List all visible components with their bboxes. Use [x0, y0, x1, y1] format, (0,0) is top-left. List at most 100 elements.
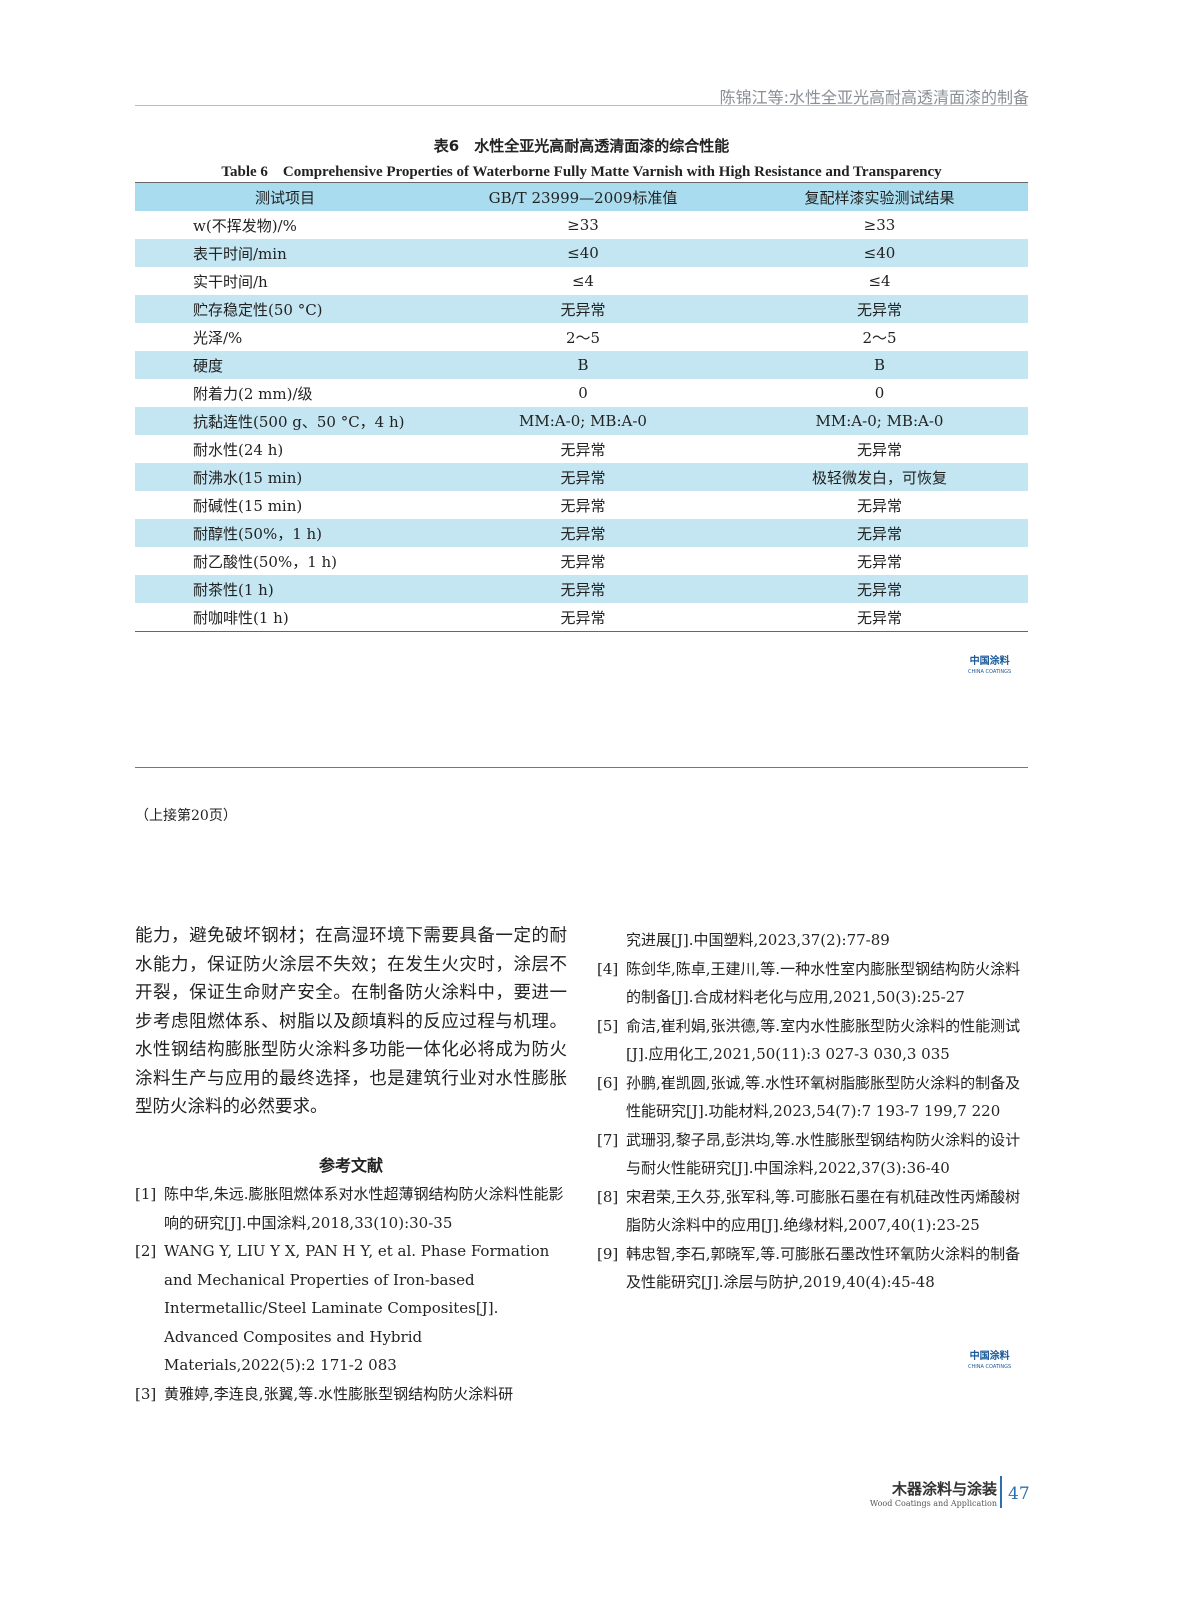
table-cell: B: [731, 351, 1028, 379]
table-cell: 无异常: [731, 575, 1028, 603]
running-head: 陈锦江等:水性全亚光高耐高透清面漆的制备: [719, 88, 1029, 107]
table-cell: ≤40: [435, 239, 731, 267]
table-row: 表干时间/min ≤40 ≤40: [135, 239, 1028, 267]
table-row: 附着力(2 mm)/级 0 0: [135, 379, 1028, 407]
table-cell: 贮存稳定性(50 °C): [135, 295, 435, 323]
table-cell: 无异常: [560, 608, 606, 627]
table-cell: 耐醇性(50%，1 h): [135, 519, 435, 547]
properties-table: 测试项目 GB/T 23999—2009标准值 复配样漆实验测试结果 w(不挥发…: [135, 182, 1028, 632]
reference-text: 宋君荣,王久芬,张军科,等.可膨胀石墨在有机硅改性丙烯酸树脂防火涂料中的应用[J…: [626, 1187, 1021, 1235]
reference-number: [9]: [597, 1244, 619, 1263]
footer-journal: 木器涂料与涂装 Wood Coatings and Application: [870, 1478, 997, 1508]
table-row: 光泽/% 2～5 2～5: [135, 323, 1028, 351]
china-coatings-logo: 中国涂料 CHINA COATINGS: [968, 1351, 1012, 1371]
continued-note: （上接第20页）: [135, 808, 237, 824]
table-cell: 2～5: [862, 328, 897, 347]
table-cell: 无异常: [435, 519, 731, 547]
table-caption-en: Table 6 Comprehensive Properties of Wate…: [221, 164, 942, 180]
table-cell: 耐沸水(15 min): [135, 463, 435, 491]
body-paragraph: 能力，避免破坏钢材；在高湿环境下需要具备一定的耐水能力，保证防火涂层不失效；在发…: [135, 926, 567, 1117]
reference-item: [6] 孙鹏,崔凯圆,张诚,等.水性环氧树脂膨胀型防火涂料的制备及性能研究[J].…: [597, 1069, 1028, 1126]
reference-text: 俞洁,崔利娟,张洪德,等.室内水性膨胀型防火涂料的性能测试[J].应用化工,20…: [626, 1016, 1021, 1064]
reference-item: [9] 韩忠智,李石,郭晓军,等.可膨胀石墨改性环氧防火涂料的制备及性能研究[J]…: [597, 1240, 1028, 1297]
table-cell: 2～5: [565, 328, 601, 347]
table-cell: 无异常: [435, 463, 731, 491]
table-row: 硬度 B B: [135, 351, 1028, 379]
reference-number: [3]: [135, 1384, 157, 1403]
reference-number: [5]: [597, 1016, 619, 1035]
table-cell: 无异常: [856, 440, 902, 459]
footer-divider: [1000, 1476, 1002, 1508]
table-cell: 耐乙酸性(50%，1 h): [193, 552, 338, 571]
table-cell: 耐水性(24 h): [193, 440, 284, 459]
table-row: 耐醇性(50%，1 h) 无异常 无异常: [135, 519, 1028, 547]
reference-item: [5] 俞洁,崔利娟,张洪德,等.室内水性膨胀型防火涂料的性能测试[J].应用化工…: [597, 1012, 1028, 1069]
table-cell: 表干时间/min: [135, 239, 435, 267]
journal-name-en: Wood Coatings and Application: [869, 1499, 997, 1508]
reference-number: [597, 926, 626, 955]
table-cell: w(不挥发物)/%: [193, 216, 297, 235]
table-cell: 0: [874, 384, 885, 402]
table-cell: 耐碱性(15 min): [193, 496, 303, 515]
table-row: 贮存稳定性(50 °C) 无异常 无异常: [135, 295, 1028, 323]
table-cell: 无异常: [560, 440, 606, 459]
table-cell: MM:A-0; MB:A-0: [731, 407, 1028, 435]
reference-number: [2]: [135, 1242, 157, 1260]
table-row: 耐沸水(15 min) 无异常 极轻微发白，可恢复: [135, 463, 1028, 491]
reference-item: [4] 陈剑华,陈卓,王建川,等.一种水性室内膨胀型钢结构防火涂料的制备[J].合…: [597, 955, 1028, 1012]
table-cell: 极轻微发白，可恢复: [731, 463, 1028, 491]
table-cell: 无异常: [856, 608, 902, 627]
table-row: 耐咖啡性(1 h) 无异常 无异常: [135, 603, 1028, 632]
reference-text: 陈剑华,陈卓,王建川,等.一种水性室内膨胀型钢结构防火涂料的制备[J].合成材料…: [626, 959, 1021, 1007]
reference-item: [7] 武珊羽,黎子昂,彭洪均,等.水性膨胀型钢结构防火涂料的设计与耐火性能研究[…: [597, 1126, 1028, 1183]
table-row: 耐乙酸性(50%，1 h) 无异常 无异常: [135, 547, 1028, 575]
table-caption-cn: 表6 水性全亚光高耐高透清面漆的综合性能: [433, 137, 730, 155]
journal-name-cn: 木器涂料与涂装: [891, 1480, 997, 1498]
table-row: 耐茶性(1 h) 无异常 无异常: [135, 575, 1028, 603]
reference-item: [2] WANG Y, LIU Y X, PAN H Y, et al. Phas…: [135, 1237, 567, 1380]
table-cell: 光泽/%: [193, 328, 243, 347]
reference-number: [4]: [597, 959, 619, 978]
column-header: 复配样漆实验测试结果: [731, 182, 1028, 211]
table-cell: ≥33: [567, 216, 599, 234]
table-cell: ≤4: [571, 272, 595, 290]
table-cell: 无异常: [731, 519, 1028, 547]
table-cell: 无异常: [560, 496, 606, 515]
header-rule: [135, 105, 1028, 106]
page-number: 47: [1008, 1484, 1030, 1504]
table-cell: 0: [578, 384, 588, 402]
reference-item: 究进展[J].中国塑料,2023,37(2):77-89: [597, 926, 1028, 955]
table-cell: 实干时间/h: [193, 272, 268, 291]
references-heading: 参考文献: [318, 1156, 383, 1175]
reference-text: WANG Y, LIU Y X, PAN H Y, et al. Phase F…: [164, 1242, 550, 1374]
table-cell: 无异常: [856, 552, 902, 571]
reference-item: [3] 黄雅婷,李连良,张翼,等.水性膨胀型钢结构防火涂料研: [135, 1380, 567, 1409]
table-cell: 硬度: [135, 351, 435, 379]
reference-item: [8] 宋君荣,王久芬,张军科,等.可膨胀石墨在有机硅改性丙烯酸树脂防火涂料中的应…: [597, 1183, 1028, 1240]
references-left: [1] 陈中华,朱远.膨胀阻燃体系对水性超薄钢结构防火涂料性能影响的研究[J].中…: [135, 1180, 567, 1408]
reference-text: 究进展[J].中国塑料,2023,37(2):77-89: [626, 931, 890, 949]
table-cell: 无异常: [560, 552, 606, 571]
table-row: 实干时间/h ≤4 ≤4: [135, 267, 1028, 295]
table-cell: MM:A-0; MB:A-0: [435, 407, 731, 435]
table-cell: 无异常: [731, 295, 1028, 323]
table-row: 耐碱性(15 min) 无异常 无异常: [135, 491, 1028, 519]
table-cell: 附着力(2 mm)/级: [193, 384, 313, 403]
table-row: 耐水性(24 h) 无异常 无异常: [135, 435, 1028, 463]
table-cell: 抗黏连性(500 g、50 °C，4 h): [135, 407, 435, 435]
references-right: 究进展[J].中国塑料,2023,37(2):77-89 [4] 陈剑华,陈卓,王建…: [597, 926, 1028, 1297]
reference-number: [8]: [597, 1187, 619, 1206]
reference-text: 武珊羽,黎子昂,彭洪均,等.水性膨胀型钢结构防火涂料的设计与耐火性能研究[J].…: [626, 1130, 1021, 1178]
reference-item: [1] 陈中华,朱远.膨胀阻燃体系对水性超薄钢结构防火涂料性能影响的研究[J].中…: [135, 1180, 567, 1237]
reference-text: 韩忠智,李石,郭晓军,等.可膨胀石墨改性环氧防火涂料的制备及性能研究[J].涂层…: [626, 1244, 1021, 1292]
table-cell: B: [435, 351, 731, 379]
table-row: 抗黏连性(500 g、50 °C，4 h) MM:A-0; MB:A-0 MM:A-…: [135, 407, 1028, 435]
reference-number: [7]: [597, 1130, 619, 1149]
table-cell: ≤4: [868, 272, 891, 290]
reference-text: 陈中华,朱远.膨胀阻燃体系对水性超薄钢结构防火涂料性能影响的研究[J].中国涂料…: [164, 1185, 564, 1232]
table-cell: 耐茶性(1 h): [135, 575, 435, 603]
table-cell: 无异常: [856, 496, 902, 515]
reference-number: [6]: [597, 1073, 619, 1092]
china-coatings-logo: 中国涂料 CHINA COATINGS: [968, 656, 1012, 676]
